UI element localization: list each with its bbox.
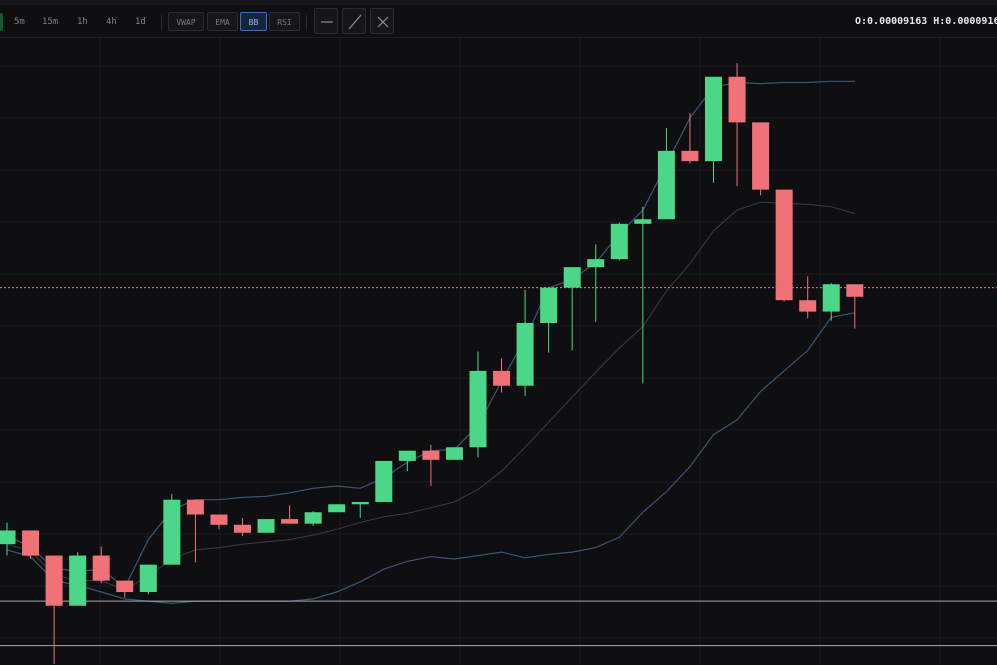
candle-body bbox=[422, 450, 440, 460]
bollinger-upper-band bbox=[6, 80, 855, 589]
candle-body bbox=[281, 519, 299, 524]
indicator-rsi-button[interactable]: RSI bbox=[269, 12, 300, 31]
active-indicator-marker bbox=[0, 13, 3, 31]
timeframe-1d-button[interactable]: 1d bbox=[135, 12, 146, 32]
candle-body bbox=[375, 460, 393, 502]
timeframe-4h-button[interactable]: 4h bbox=[106, 12, 117, 32]
candle-body bbox=[351, 501, 369, 505]
candle-body bbox=[186, 499, 204, 515]
clear-drawings-button[interactable] bbox=[370, 8, 394, 34]
candle-body bbox=[328, 504, 346, 513]
ohlc-readout: O:0.00009163 H:0.0000916 bbox=[855, 16, 997, 27]
toolbar-divider bbox=[161, 15, 162, 31]
candle-body bbox=[210, 514, 228, 525]
candle-body bbox=[587, 259, 605, 268]
candle-body bbox=[657, 150, 675, 220]
candle-body bbox=[163, 499, 181, 565]
close-icon bbox=[377, 16, 389, 28]
horizontal-line-icon bbox=[321, 21, 333, 23]
candle-body bbox=[139, 564, 157, 593]
candle-body bbox=[45, 555, 63, 606]
candle-body bbox=[445, 447, 463, 460]
chart-toolbar: 5m 15m 1h 4h 1d VWAP EMA BB RSI O:0.0000… bbox=[0, 0, 997, 38]
indicator-ema-button[interactable]: EMA bbox=[207, 12, 238, 31]
toolbar-divider bbox=[306, 15, 307, 31]
candle-body bbox=[705, 76, 722, 162]
candle-body bbox=[634, 219, 652, 224]
candle-body bbox=[493, 370, 511, 386]
trend-line-icon bbox=[348, 14, 362, 30]
candle-body bbox=[92, 555, 110, 581]
timeframe-15m-button[interactable]: 15m bbox=[42, 12, 58, 32]
candle-body bbox=[610, 223, 628, 260]
candle-body bbox=[516, 323, 534, 386]
candle-body bbox=[257, 519, 275, 533]
candle-body bbox=[304, 512, 322, 524]
timeframe-5m-button[interactable]: 5m bbox=[14, 12, 25, 32]
timeframe-1h-button[interactable]: 1h bbox=[77, 12, 88, 32]
indicator-bb-button[interactable]: BB bbox=[240, 12, 267, 31]
candlestick-chart[interactable] bbox=[0, 38, 997, 665]
bollinger-middle-band bbox=[6, 201, 855, 591]
candle-body bbox=[563, 267, 581, 288]
candle-body bbox=[398, 450, 416, 461]
candle-body bbox=[822, 284, 840, 312]
candle-body bbox=[540, 287, 558, 323]
trend-line-tool-button[interactable] bbox=[342, 8, 366, 34]
candle-body bbox=[0, 530, 16, 545]
candle-body bbox=[752, 122, 770, 190]
candle-body bbox=[22, 530, 40, 556]
candle-body bbox=[728, 76, 746, 123]
candle-body bbox=[469, 370, 487, 448]
candle-body bbox=[69, 555, 87, 606]
candle-body bbox=[116, 580, 134, 593]
candle-body bbox=[234, 524, 251, 533]
candle-body bbox=[799, 300, 817, 312]
candle-body bbox=[775, 189, 793, 301]
candle-body bbox=[846, 284, 864, 297]
candle-body bbox=[681, 150, 699, 162]
indicator-vwap-button[interactable]: VWAP bbox=[168, 12, 204, 31]
horizontal-line-tool-button[interactable] bbox=[314, 8, 338, 34]
